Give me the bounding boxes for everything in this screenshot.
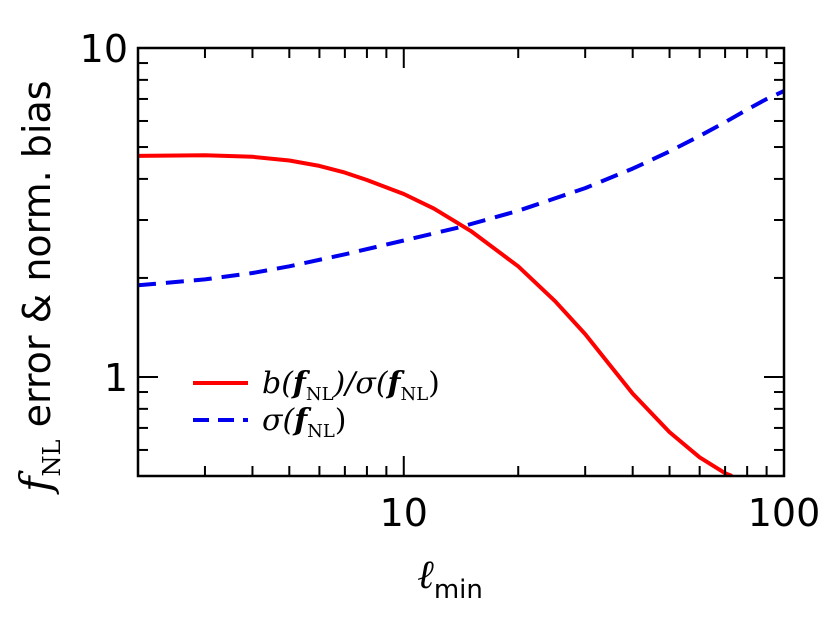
legend: b(fNL)/σ(fNL)σ(fNL) (193, 366, 440, 442)
legend-text-sub: NL (307, 421, 335, 442)
legend-text-sub: NL (306, 384, 334, 405)
y-tick-label: 10 (80, 27, 128, 71)
series-line-1 (138, 89, 784, 288)
y-axis-label-sub: NL (38, 439, 66, 476)
y-axis-label: fNL error & norm. bias (11, 80, 66, 495)
legend-text-part: σ( (262, 403, 295, 438)
x-axis-label-sub: min (434, 575, 483, 605)
y-tick-label: 1 (104, 356, 128, 400)
x-tick-label: 100 (748, 491, 821, 535)
legend-text-part: b( (262, 366, 294, 401)
legend-label-0: b(fNL)/σ(fNL) (262, 366, 440, 405)
x-axis-label: ℓmin (417, 552, 483, 605)
legend-text-part: )/σ( (333, 366, 389, 401)
x-axis-label-main: ℓ (417, 552, 434, 598)
legend-text-part: ) (428, 366, 440, 401)
legend-text-sub: NL (400, 384, 428, 405)
plot-area (138, 89, 784, 476)
series-line-0 (138, 153, 733, 476)
axis-labels: 10 100 1 10 ℓmin fNL error & norm. bias (11, 27, 820, 605)
plot-frame (136, 46, 786, 478)
y-axis-label-rest: error & norm. bias (15, 80, 59, 439)
x-tick-label: 10 (380, 491, 428, 535)
legend-text-part: ) (335, 403, 347, 438)
axes (136, 46, 786, 478)
legend-label-1: σ(fNL) (262, 403, 347, 442)
